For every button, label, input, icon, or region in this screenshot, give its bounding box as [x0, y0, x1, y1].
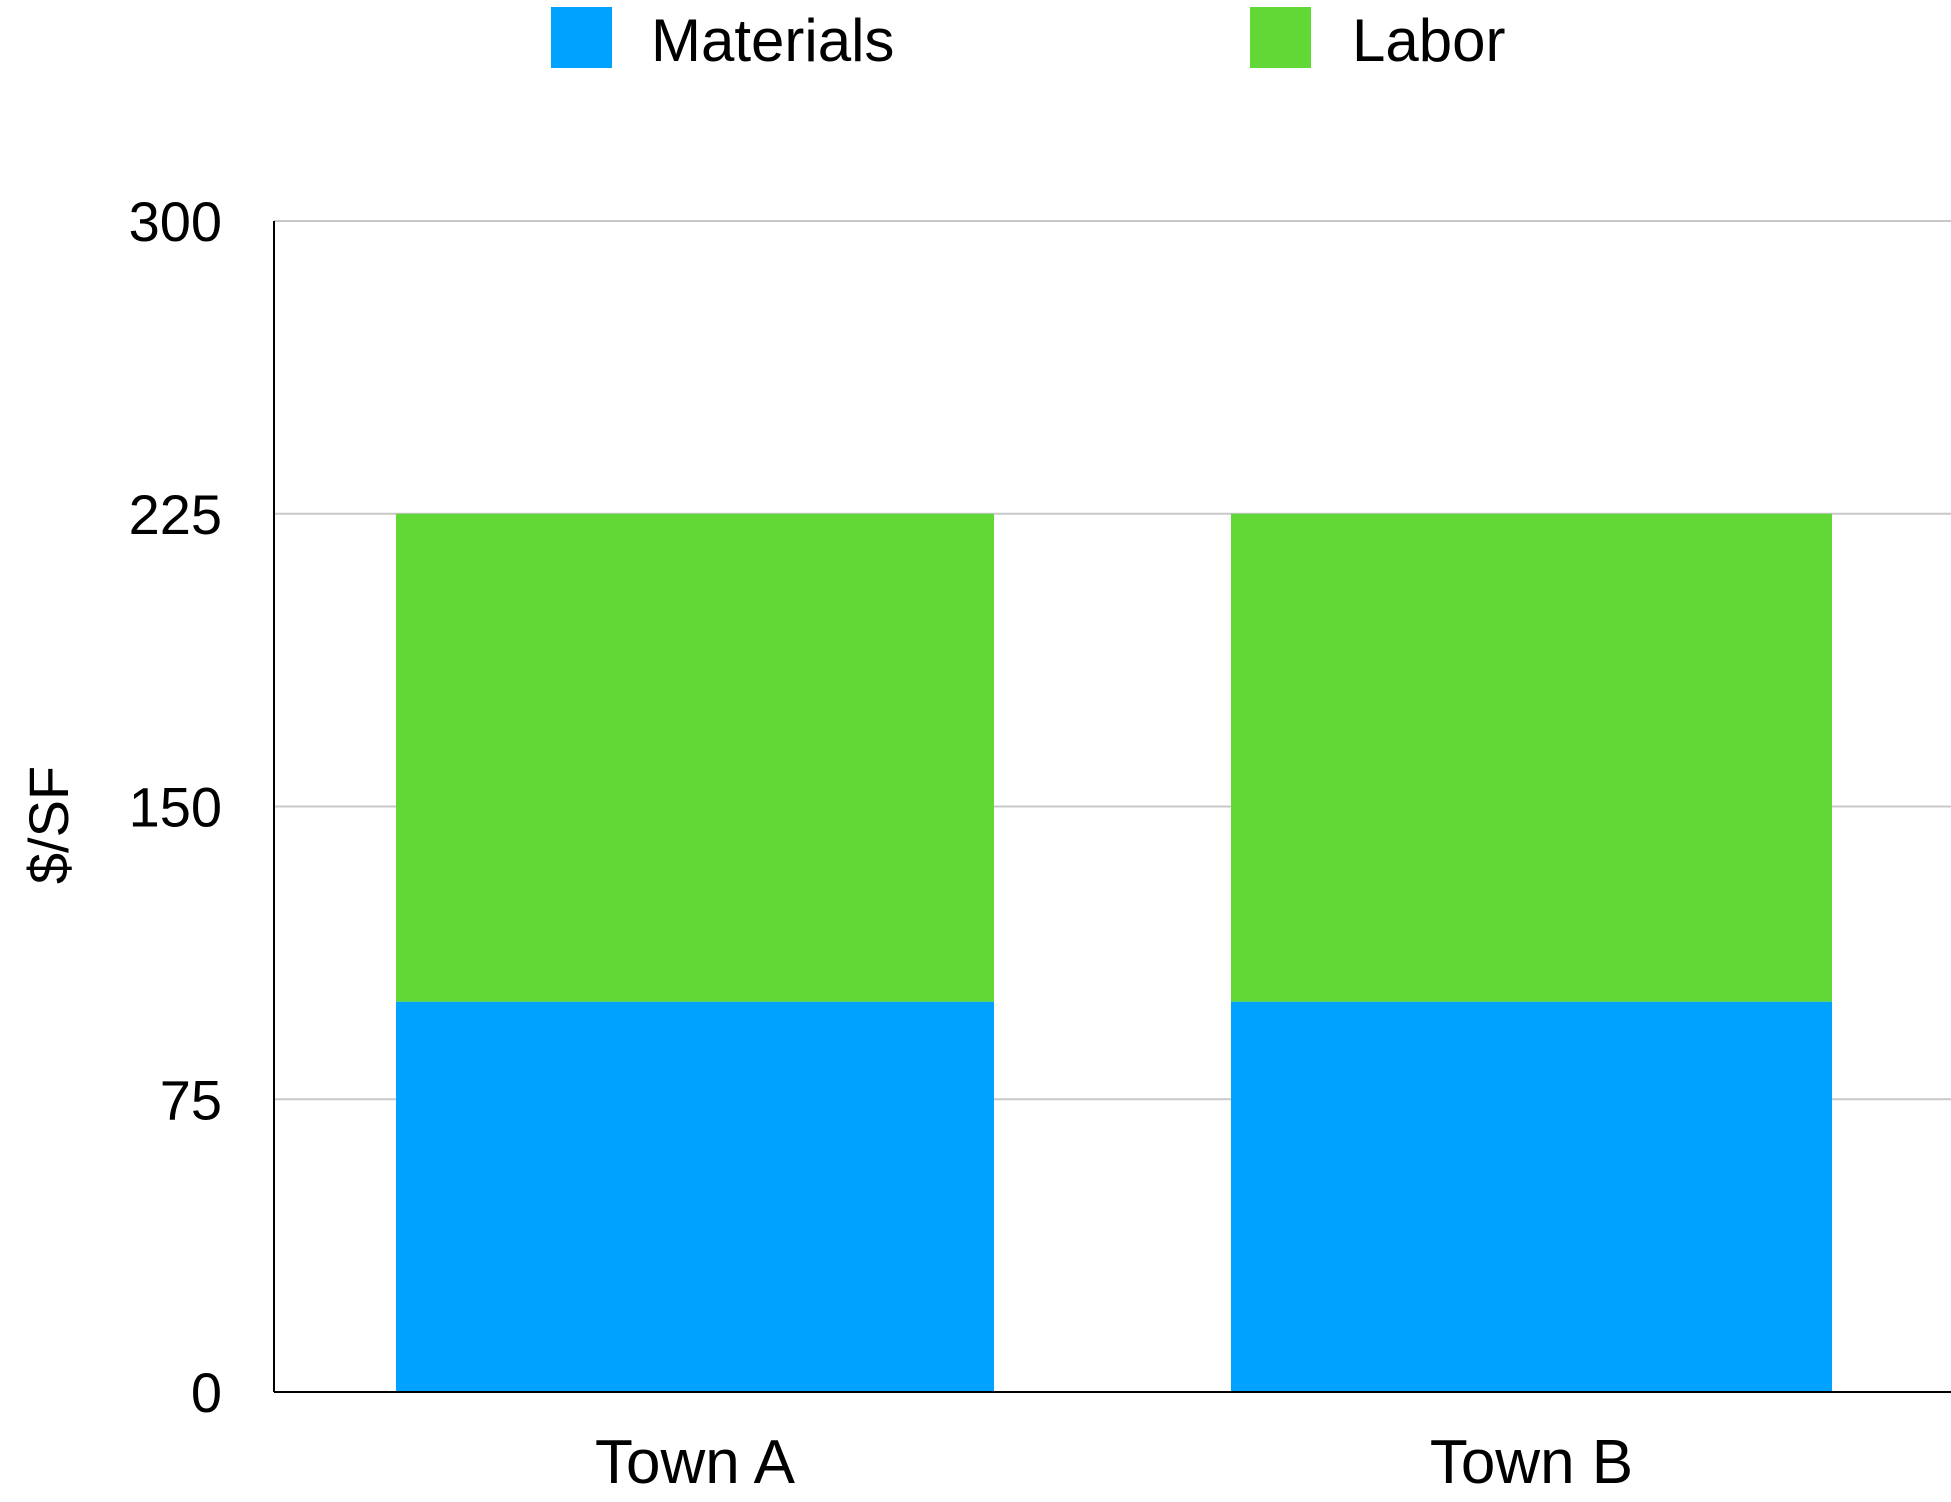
bar-labor-1 [1231, 513, 1832, 1002]
legend-label-materials: Materials [651, 7, 894, 74]
y-tick-labels: 0 75 150 225 300 [129, 190, 222, 1424]
y-tick-label: 150 [129, 776, 222, 839]
x-category-label: Town A [595, 1428, 796, 1497]
legend-label-labor: Labor [1352, 7, 1505, 74]
x-category-label: Town B [1430, 1428, 1633, 1497]
bar-materials-0 [396, 1001, 994, 1392]
bar-labor-0 [396, 513, 994, 1002]
y-tick-label: 0 [191, 1361, 222, 1424]
legend-swatch-materials [551, 7, 612, 68]
bars [396, 513, 1832, 1392]
legend: Materials Labor [551, 7, 1505, 74]
y-tick-label: 300 [129, 190, 222, 253]
y-axis-title: $/SF [17, 766, 80, 884]
legend-swatch-labor [1250, 7, 1311, 68]
y-tick-label: 225 [129, 483, 222, 546]
bar-materials-1 [1231, 1001, 1832, 1392]
axes [273, 221, 1951, 1393]
y-tick-label: 75 [160, 1068, 222, 1131]
x-category-labels: Town A Town B [595, 1428, 1633, 1497]
